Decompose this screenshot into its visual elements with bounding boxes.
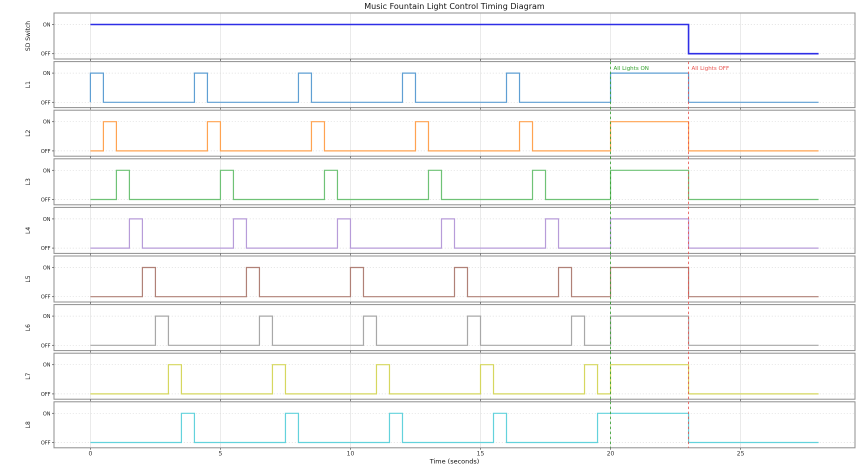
trace-l3 — [90, 169, 819, 201]
y-tick-label-off: OFF — [41, 392, 51, 398]
y-tick-label-off: OFF — [41, 441, 51, 447]
lane-border-l7 — [53, 352, 856, 400]
y-tick-label-off: OFF — [41, 343, 51, 349]
y-tick-label-off: OFF — [41, 295, 51, 301]
y-tick-label-off: OFF — [41, 100, 51, 106]
y-tick-label-off: OFF — [41, 52, 51, 58]
x-axis-label: Time (seconds) — [429, 457, 480, 465]
lane-label-l5: L5 — [25, 275, 32, 282]
lane-label-l1: L1 — [25, 81, 32, 88]
trace-l8 — [90, 412, 819, 444]
y-tick-label-off: OFF — [41, 246, 51, 252]
lane-border-l1 — [53, 61, 856, 109]
trace-sd-switch — [90, 23, 819, 55]
x-tick-label: 10 — [347, 450, 355, 457]
x-tick-label: 0 — [88, 450, 92, 457]
trace-l6 — [90, 315, 819, 346]
y-tick-label-off: OFF — [41, 198, 51, 204]
lane-label-l6: L6 — [25, 324, 32, 331]
trace-l2 — [90, 121, 819, 152]
y-tick-label-on: ON — [43, 411, 51, 417]
y-tick-label-on: ON — [43, 120, 51, 126]
y-tick-label-on: ON — [43, 363, 51, 369]
lane-label-l8: L8 — [25, 421, 32, 428]
lane-label-l4: L4 — [25, 227, 32, 234]
lane-border-sd-switch — [53, 12, 856, 60]
y-tick-label-on: ON — [43, 266, 51, 272]
y-tick-label-on: ON — [43, 217, 51, 223]
lane-border-l8 — [53, 401, 856, 449]
x-tick-label: 25 — [737, 450, 745, 457]
x-tick-label: 20 — [607, 450, 615, 457]
lane-border-l3 — [53, 158, 856, 206]
lane-label-l3: L3 — [25, 178, 32, 185]
y-tick-label-off: OFF — [41, 149, 51, 155]
chart-title: Music Fountain Light Control Timing Diag… — [364, 2, 545, 11]
y-tick-label-on: ON — [43, 314, 51, 320]
lane-border-l2 — [53, 109, 856, 157]
y-tick-label-on: ON — [43, 168, 51, 174]
annotation-label-all-lights-on: All Lights ON — [614, 66, 649, 72]
y-tick-label-on: ON — [43, 71, 51, 77]
lane-border-l6 — [53, 304, 856, 352]
trace-l7 — [90, 364, 819, 395]
trace-l5 — [90, 266, 819, 298]
lane-label-l7: L7 — [25, 372, 32, 379]
x-tick-label: 5 — [219, 450, 223, 457]
annotation-label-all-lights-off: All Lights OFF — [692, 66, 730, 72]
y-tick-label-on: ON — [43, 23, 51, 29]
lane-label-sd-switch: SD Switch — [25, 21, 32, 51]
lane-label-l2: L2 — [25, 129, 32, 136]
trace-l4 — [90, 218, 819, 249]
x-tick-label: 15 — [477, 450, 485, 457]
